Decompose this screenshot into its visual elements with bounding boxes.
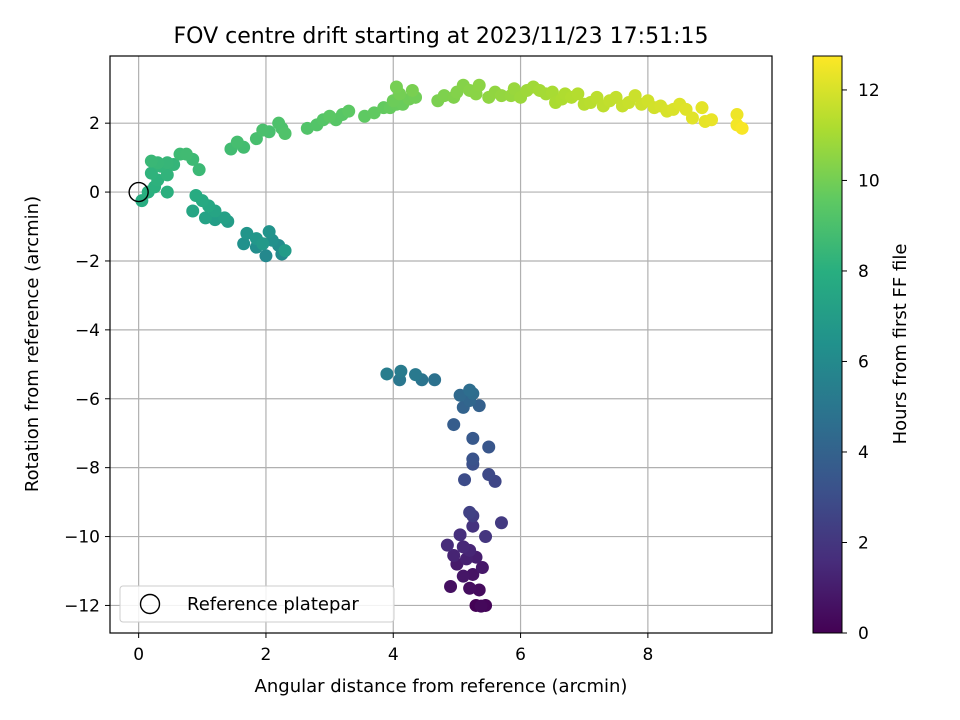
data-point [440,538,454,552]
data-point [695,101,709,115]
y-tick-label: −12 [64,596,100,616]
x-tick-label: 0 [133,645,144,665]
data-point [428,373,442,387]
data-point [494,516,508,530]
colorbar [812,55,843,634]
colorbar-tick-label: 10 [858,171,880,191]
data-point [482,440,496,454]
data-point [456,540,470,554]
legend: Reference platepar [119,585,395,623]
data-point [444,579,458,593]
y-tick-label: −4 [75,321,100,341]
data-point [144,166,158,180]
data-point [394,364,408,378]
data-points [135,78,749,613]
data-point [240,226,254,240]
data-point [705,113,719,127]
y-axis-ticks: −12 −10 −8 −6 −4 −2 0 2 [64,114,110,616]
data-point [494,89,508,103]
data-point [472,78,486,92]
colorbar-tick-label: 12 [858,81,880,101]
data-point [389,80,403,94]
colorbar-tick-label: 4 [858,443,869,463]
x-tick-label: 8 [642,645,653,665]
data-point [256,237,270,251]
data-point [278,244,292,258]
data-point [447,418,461,432]
data-point [458,473,472,487]
x-tick-label: 2 [261,645,272,665]
data-point [479,530,493,544]
data-point [342,104,356,118]
colorbar-tick-label: 8 [858,262,869,282]
data-point [463,505,477,519]
data-point [472,399,486,413]
x-tick-label: 4 [388,645,399,665]
colorbar-ticks: 0 2 4 6 8 10 12 [842,81,880,644]
data-point [189,189,203,203]
data-point [256,123,270,137]
x-axis-ticks: 0 2 4 6 8 [133,633,653,665]
y-tick-label: 2 [89,114,100,134]
y-tick-label: −2 [75,252,100,272]
data-point [474,599,488,613]
data-point [218,211,232,225]
data-point [380,367,394,381]
data-point [482,468,496,482]
data-point [192,163,206,177]
data-point [160,185,174,199]
chart-title: FOV centre drift starting at 2023/11/23 … [174,24,709,49]
data-point [323,109,337,123]
data-point [453,388,467,402]
data-point [456,569,470,583]
data-point [730,108,744,122]
data-point [475,561,489,575]
colorbar-tick-label: 6 [858,352,869,372]
reference-platepar-marker [128,181,149,203]
colorbar-tick-label: 2 [858,533,869,553]
colorbar-label: Hours from first FF file [890,244,911,445]
data-point [685,111,699,125]
data-point [466,452,480,466]
data-point [237,237,251,251]
data-point [186,204,200,218]
data-point [545,85,559,99]
x-tick-label: 6 [515,645,526,665]
y-tick-label: −8 [75,459,100,479]
legend-label: Reference platepar [187,594,359,615]
data-point [262,225,276,239]
y-tick-label: 0 [89,183,100,203]
x-axis-label: Angular distance from reference (arcmin) [255,676,628,697]
data-point [278,127,292,141]
data-point [160,156,174,170]
data-point [453,528,467,542]
y-axis-label: Rotation from reference (arcmin) [22,196,43,492]
data-point [367,106,381,120]
data-point [447,548,461,562]
reference-marker [128,181,149,203]
data-point [259,249,273,263]
legend-marker [139,593,161,615]
data-point [179,147,193,161]
data-point [198,211,212,225]
y-tick-label: −10 [64,528,100,548]
legend-box [119,585,395,623]
colorbar-tick-label: 0 [858,624,869,644]
data-point [466,519,480,533]
data-point [571,87,585,101]
data-point [409,368,423,382]
data-point [405,83,419,97]
data-point [463,581,477,595]
y-tick-label: −6 [75,390,100,410]
plot-frame [109,55,773,634]
data-point [466,431,480,445]
data-point [735,121,749,135]
data-point [230,135,244,149]
data-point [272,116,286,130]
data-point [463,383,477,397]
data-point [144,154,158,168]
